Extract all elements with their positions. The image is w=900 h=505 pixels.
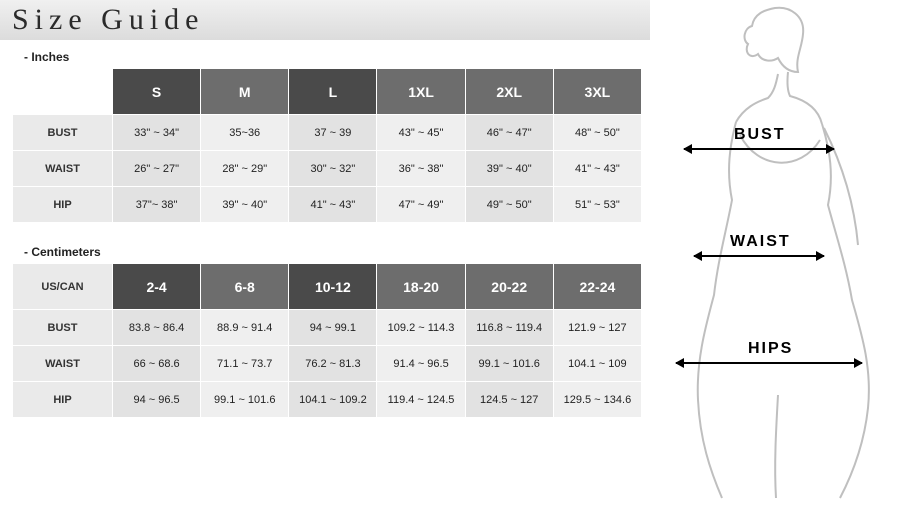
size-cell: 76.2 ~ 81.3 [289,346,377,382]
size-cell: 116.8 ~ 119.4 [465,310,553,346]
size-cell: 71.1 ~ 73.7 [201,346,289,382]
size-cell: 35~36 [201,115,289,151]
table-row: WAIST26" ~ 27"28" ~ 29"30" ~ 32"36" ~ 38… [13,151,642,187]
size-column-header: 20-22 [465,264,553,310]
size-cell: 94 ~ 99.1 [289,310,377,346]
bust-label: BUST [734,126,786,144]
size-cell: 30" ~ 32" [289,151,377,187]
cm-section-label: - Centimeters [24,245,642,259]
size-cell: 104.1 ~ 109 [553,346,641,382]
table-row: BUST33" ~ 34"35~3637 ~ 3943" ~ 45"46" ~ … [13,115,642,151]
row-label: HIP [13,187,113,223]
size-cell: 121.9 ~ 127 [553,310,641,346]
size-cell: 33" ~ 34" [113,115,201,151]
table-corner: US/CAN [13,264,113,310]
page-title: Size Guide [12,3,204,37]
size-cell: 104.1 ~ 109.2 [289,382,377,418]
hips-arrow [676,362,862,364]
size-cell: 47" ~ 49" [377,187,465,223]
row-label: BUST [13,115,113,151]
title-bar: Size Guide [0,0,650,40]
hips-label: HIPS [748,340,793,358]
size-column-header: M [201,69,289,115]
table-row: WAIST66 ~ 68.671.1 ~ 73.776.2 ~ 81.391.4… [13,346,642,382]
size-cell: 41" ~ 43" [553,151,641,187]
size-cell: 37 ~ 39 [289,115,377,151]
size-cell: 43" ~ 45" [377,115,465,151]
size-column-header: S [113,69,201,115]
size-cell: 28" ~ 29" [201,151,289,187]
size-column-header: 2-4 [113,264,201,310]
tables-container: - Inches SML1XL2XL3XL BUST33" ~ 34"35~36… [0,50,650,418]
table-row: HIP37"~ 38"39" ~ 40"41" ~ 43"47" ~ 49"49… [13,187,642,223]
size-column-header: 10-12 [289,264,377,310]
size-cell: 83.8 ~ 86.4 [113,310,201,346]
size-cell: 94 ~ 96.5 [113,382,201,418]
size-cell: 41" ~ 43" [289,187,377,223]
size-cell: 119.4 ~ 124.5 [377,382,465,418]
size-cell: 51" ~ 53" [553,187,641,223]
waist-arrow [694,255,824,257]
bust-arrow [684,148,834,150]
row-label: BUST [13,310,113,346]
table-corner [13,69,113,115]
size-cell: 39" ~ 40" [201,187,289,223]
size-cell: 39" ~ 40" [465,151,553,187]
size-cell: 26" ~ 27" [113,151,201,187]
size-cell: 49" ~ 50" [465,187,553,223]
size-column-header: 2XL [465,69,553,115]
size-column-header: L [289,69,377,115]
waist-label: WAIST [730,233,791,251]
table-row: HIP94 ~ 96.599.1 ~ 101.6104.1 ~ 109.2119… [13,382,642,418]
size-cell: 124.5 ~ 127 [465,382,553,418]
size-cell: 36" ~ 38" [377,151,465,187]
size-column-header: 22-24 [553,264,641,310]
size-cell: 99.1 ~ 101.6 [201,382,289,418]
inches-section-label: - Inches [24,50,642,64]
cm-table: US/CAN2-46-810-1218-2020-2222-24 BUST83.… [12,263,642,418]
size-cell: 129.5 ~ 134.6 [553,382,641,418]
size-cell: 99.1 ~ 101.6 [465,346,553,382]
size-cell: 88.9 ~ 91.4 [201,310,289,346]
size-cell: 48" ~ 50" [553,115,641,151]
inches-table: SML1XL2XL3XL BUST33" ~ 34"35~3637 ~ 3943… [12,68,642,223]
size-column-header: 18-20 [377,264,465,310]
size-cell: 66 ~ 68.6 [113,346,201,382]
size-cell: 109.2 ~ 114.3 [377,310,465,346]
row-label: HIP [13,382,113,418]
size-column-header: 1XL [377,69,465,115]
size-cell: 37"~ 38" [113,187,201,223]
table-row: BUST83.8 ~ 86.488.9 ~ 91.494 ~ 99.1109.2… [13,310,642,346]
size-cell: 46" ~ 47" [465,115,553,151]
size-column-header: 6-8 [201,264,289,310]
row-label: WAIST [13,151,113,187]
spacer [12,223,642,239]
size-cell: 91.4 ~ 96.5 [377,346,465,382]
row-label: WAIST [13,346,113,382]
size-column-header: 3XL [553,69,641,115]
